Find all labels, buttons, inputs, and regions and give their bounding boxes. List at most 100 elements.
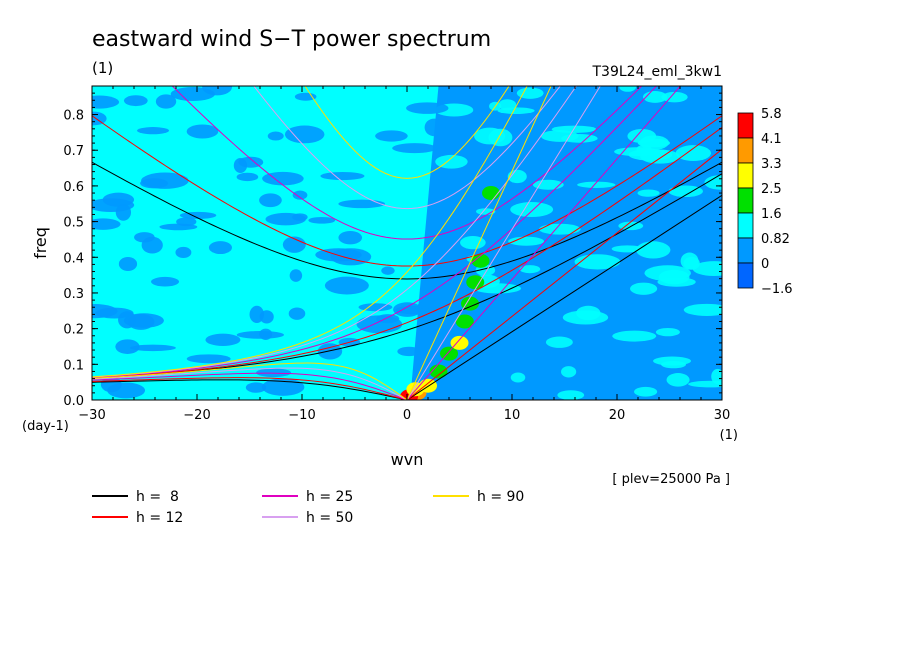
low-power-region — [410, 86, 722, 400]
spectrum-patch — [611, 245, 643, 253]
dispersion-curve-mixed-rossby-gravity — [92, 86, 577, 378]
spectrum-patch — [140, 178, 169, 189]
spectrum-patch — [292, 213, 308, 221]
spectrum-patch — [640, 149, 680, 164]
spectrum-patch — [245, 382, 267, 393]
spectrum-patch — [507, 169, 527, 184]
plot-area — [92, 86, 722, 400]
colorbar-label: 3.3 — [761, 157, 782, 172]
dispersion-curve-rossby — [92, 372, 408, 400]
x-tick-label: 10 — [504, 408, 521, 423]
spectrum-patch — [205, 333, 241, 346]
dispersion-curve-kelvin — [406, 86, 682, 400]
legend-label: h = 50 — [306, 510, 353, 526]
spectrum-patch — [159, 223, 198, 231]
spectrum-patch — [683, 303, 722, 316]
spectrum-patch — [115, 339, 140, 354]
spectrum-patch — [261, 378, 305, 396]
legend-label: h = 90 — [477, 489, 524, 505]
spectrum-patch — [137, 127, 170, 135]
spectrum-patch — [118, 311, 137, 329]
dispersion-curve-inertia-gravity — [92, 115, 722, 267]
dispersion-curve-kelvin — [406, 86, 601, 400]
colorbar-label: 0.82 — [761, 232, 790, 247]
y-tick-label: 0.3 — [63, 287, 84, 302]
spectrum-patch — [577, 181, 616, 188]
y-tick-label: 0.4 — [63, 251, 84, 266]
y-tick-label: 0.6 — [63, 180, 84, 195]
y-tick-label: 0.7 — [63, 144, 84, 159]
colorbar-label: −1.6 — [761, 282, 793, 297]
spectrum-patch — [460, 236, 486, 250]
y-axis: 0.0 0.1 0.2 0.3 0.4 0.5 0.6 0.7 0.8 — [63, 92, 722, 409]
y-tick-label: 0.8 — [63, 109, 84, 124]
spectrum-patch — [538, 223, 581, 235]
spectrum-patch — [498, 99, 517, 111]
chart-subtitle-right: T39L24_eml_3kw1 — [592, 64, 723, 80]
colorbar-swatch — [737, 212, 754, 239]
x-axis-label: wvn — [391, 450, 424, 469]
spectrum-peak — [455, 314, 474, 329]
dispersion-curve-rossby — [92, 362, 408, 400]
spectrum-patch — [657, 277, 696, 287]
spectrum-patch — [151, 276, 180, 287]
spectrum-patch — [289, 269, 303, 282]
x-tick-label: −10 — [288, 408, 315, 423]
spectrum-patch — [561, 366, 577, 378]
colorbar-label: 5.8 — [761, 107, 782, 122]
spectrum-patches — [92, 86, 722, 400]
spectrum-patch — [574, 254, 621, 270]
spectrum-patch — [330, 248, 372, 266]
spectrum-patch — [186, 124, 219, 139]
spectrum-peak — [471, 253, 490, 268]
spectrum-patch — [123, 95, 148, 107]
dispersion-curve-mixed-rossby-gravity — [92, 126, 722, 379]
spectrum-patch — [92, 304, 118, 319]
spectrum-patch — [516, 87, 544, 99]
spectrum-patch — [655, 327, 680, 337]
dispersion-curve-rossby — [92, 367, 408, 400]
spectrum-patch — [576, 305, 601, 321]
spectrum-patch — [473, 283, 522, 294]
spectrum-patch — [612, 330, 657, 342]
spectrum-patch — [666, 373, 690, 387]
spectrum-patch — [92, 218, 121, 230]
colorbar-swatch — [737, 162, 754, 189]
dispersion-curve-kelvin — [406, 194, 722, 400]
spectrum-patch — [284, 125, 325, 144]
spectrum-patch — [636, 144, 652, 154]
spectrum-patch — [397, 346, 421, 357]
spectrum-patch — [393, 302, 422, 317]
dispersion-curve-rossby — [92, 379, 408, 400]
spectrum-patch — [208, 241, 232, 255]
x-axis: −30 −20 −10 0 10 20 30 — [78, 86, 730, 423]
colorbar-label: 0 — [761, 257, 769, 272]
spectrum-patch — [510, 372, 526, 383]
pressure-level-note: [ plev=25000 Pa ] — [612, 472, 730, 487]
chart-subtitle-left: (1) — [92, 59, 113, 77]
spectrum-patch — [282, 236, 306, 253]
x-tick-label: 0 — [403, 408, 411, 423]
spectrum-patch — [92, 95, 120, 109]
spectrum-patch — [267, 131, 284, 141]
spectrum-patch — [238, 156, 264, 168]
chart-title: eastward wind S−T power spectrum — [92, 27, 491, 52]
spectrum-patch — [236, 172, 259, 182]
spectrum-patch — [704, 175, 722, 190]
y-tick-label: 0.5 — [63, 216, 84, 231]
spectrum-patch — [294, 92, 317, 101]
spectrum-patch — [510, 202, 554, 218]
spectrum-patch — [118, 256, 138, 271]
spectrum-patch — [202, 86, 233, 96]
spectrum-patch — [435, 154, 468, 169]
colorbar-swatch — [737, 137, 754, 164]
spectrum-patch — [324, 276, 369, 295]
colorbar-label: 4.1 — [761, 132, 782, 147]
spectrum-patch — [338, 199, 386, 209]
y-tick-label: 0.1 — [63, 358, 84, 373]
colorbar-swatch — [737, 112, 754, 139]
spectrum-patch — [292, 190, 308, 200]
spectrum-patch — [619, 86, 637, 92]
dispersion-curve-inertia-gravity — [304, 86, 510, 179]
spectrum-patch — [637, 189, 660, 197]
